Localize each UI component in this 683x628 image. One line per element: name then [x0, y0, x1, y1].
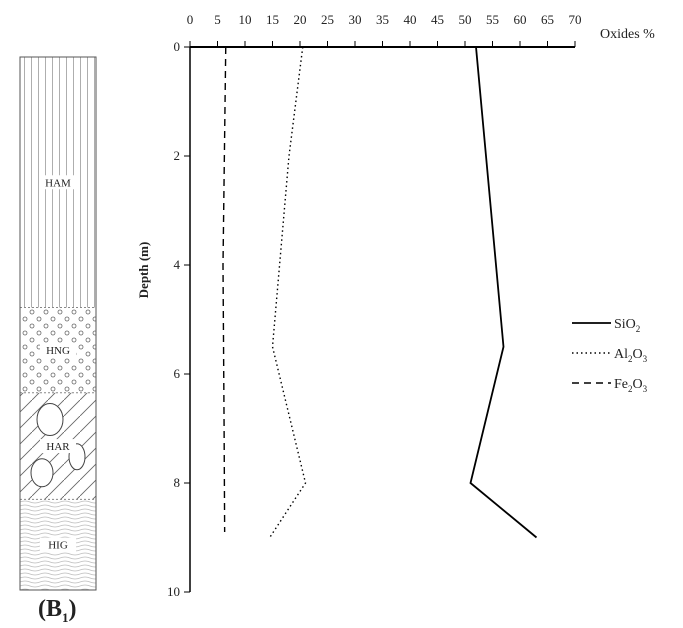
x-tick-label: 55 — [486, 12, 499, 27]
layer-label-bg — [40, 343, 76, 358]
x-tick-labels: 0 5 10 15 20 25 30 35 40 45 50 55 60 65 70 — [187, 12, 582, 47]
x-tick-label: 5 — [214, 12, 221, 27]
legend-label: SiO2 — [614, 317, 640, 334]
layer-label: HAM — [45, 177, 71, 189]
x-tick-label: 15 — [266, 12, 279, 27]
oxides-plot: 0 5 10 15 20 25 30 35 40 45 50 55 60 65 70 0 2 4 6 8 10 Oxi… — [136, 12, 655, 599]
y-tick-label: 2 — [174, 148, 181, 163]
legend: SiO2 Al2O3 Fe2O3 — [572, 317, 648, 394]
y-tick-label: 0 — [174, 39, 181, 54]
x-tick-label: 45 — [431, 12, 444, 27]
series-lines — [222, 46, 538, 539]
layer-label-bg — [40, 537, 76, 552]
y-tick-label: 10 — [167, 584, 180, 599]
x-tick-label: 40 — [404, 12, 417, 27]
y-tick-labels: 0 2 4 6 8 10 — [167, 39, 190, 599]
y-axis-label: Depth (m) — [136, 242, 151, 299]
legend-label: Fe2O3 — [614, 377, 648, 394]
x-tick-label: 0 — [187, 12, 194, 27]
y-tick-label: 6 — [174, 366, 181, 381]
layer-label-bg — [40, 439, 76, 454]
x-tick-label: 35 — [376, 12, 389, 27]
x-axis-label: Oxides % — [600, 27, 655, 42]
x-tick-label: 65 — [541, 12, 554, 27]
x-tick-label: 10 — [239, 12, 252, 27]
legend-label: Al2O3 — [614, 347, 648, 364]
y-tick-label: 4 — [174, 257, 181, 272]
layer-label: HAR — [46, 441, 70, 453]
layer-label-bg — [40, 175, 76, 190]
x-tick-label: 50 — [459, 12, 472, 27]
layer-label: HIG — [48, 540, 68, 552]
y-tick-label: 8 — [174, 475, 181, 490]
series-line-sio — [469, 46, 538, 539]
x-tick-label: 25 — [321, 12, 334, 27]
layer-label: HNG — [46, 345, 70, 357]
stratigraphic-column: HAM HNG HAR HIG — [19, 56, 97, 591]
x-tick-label: 30 — [349, 12, 362, 27]
rock-block — [36, 402, 64, 436]
rock-block — [30, 458, 54, 488]
x-tick-label: 70 — [569, 12, 582, 27]
series-line-fe — [222, 46, 227, 533]
series-line-al — [269, 46, 307, 538]
column-border — [19, 56, 97, 591]
panel-label: (B1) — [38, 596, 77, 625]
x-tick-label: 60 — [514, 12, 527, 27]
x-tick-label: 20 — [294, 12, 307, 27]
